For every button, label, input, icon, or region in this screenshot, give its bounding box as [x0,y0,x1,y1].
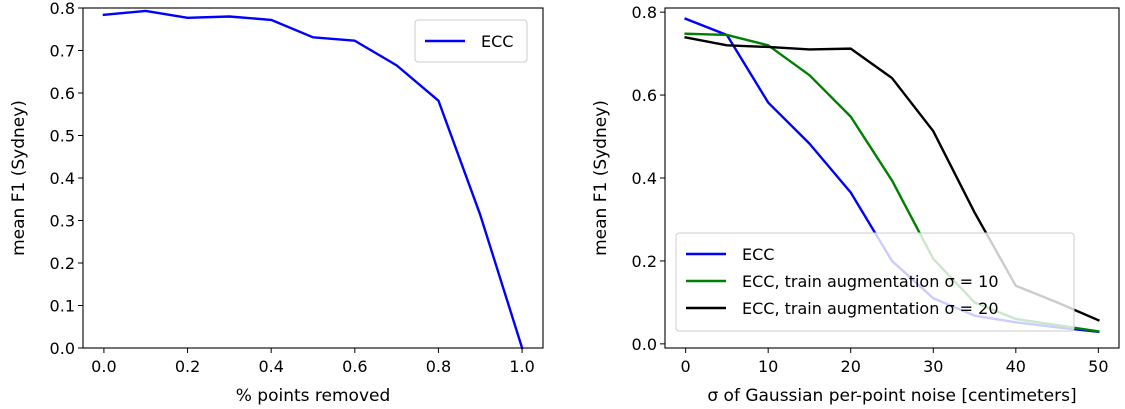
y-tick-label: 0.6 [50,84,75,103]
left-y-axis-label: mean F1 (Sydney) [9,100,29,256]
right-y-axis-label: mean F1 (Sydney) [591,100,611,256]
legend: ECC [415,20,527,62]
right-chart: mean F1 (Sydney) σ of Gaussian per-point… [591,3,1119,406]
y-tick-label: 0.4 [632,169,657,188]
y-tick-label: 0.8 [50,0,75,18]
x-tick-label: 1.0 [509,357,534,376]
y-tick-label: 0.4 [50,169,75,188]
y-tick-label: 0.5 [50,127,75,146]
x-tick-label: 40 [1006,357,1026,376]
x-tick-label: 30 [923,357,943,376]
x-tick-label: 0.2 [175,357,200,376]
x-tick-label: 0.8 [426,357,451,376]
x-tick-label: 0.6 [342,357,367,376]
y-tick-label: 0.2 [50,254,75,273]
y-tick-label: 0.1 [50,297,75,316]
x-tick-label: 50 [1088,357,1108,376]
x-tick-label: 0.4 [258,357,283,376]
legend: ECC ECC, train augmentation σ = 10 ECC, tr… [676,233,1074,331]
legend-label-1: ECC, train augmentation σ = 10 [742,272,999,291]
left-x-axis-label: % points removed [236,386,391,406]
y-tick-label: 0.7 [50,42,75,61]
legend-label-0: ECC [481,32,513,51]
legend-label-2: ECC, train augmentation σ = 20 [742,299,999,318]
y-tick-label: 0.3 [50,212,75,231]
legend-label-0: ECC [742,245,774,264]
y-tick-label: 0.2 [632,252,657,271]
right-x-axis-label: σ of Gaussian per-point noise [centimete… [707,386,1076,406]
y-tick-label: 0.8 [632,3,657,22]
left-chart: mean F1 (Sydney) % points removed 0.0 0.2… [9,0,543,406]
x-tick-label: 10 [758,357,778,376]
x-tick-label: 0.0 [91,357,116,376]
y-tick-label: 0.0 [50,339,75,358]
x-tick-label: 20 [841,357,861,376]
y-tick-label: 0.6 [632,86,657,105]
y-tick-label: 0.0 [632,335,657,354]
x-tick-label: 0 [681,357,691,376]
